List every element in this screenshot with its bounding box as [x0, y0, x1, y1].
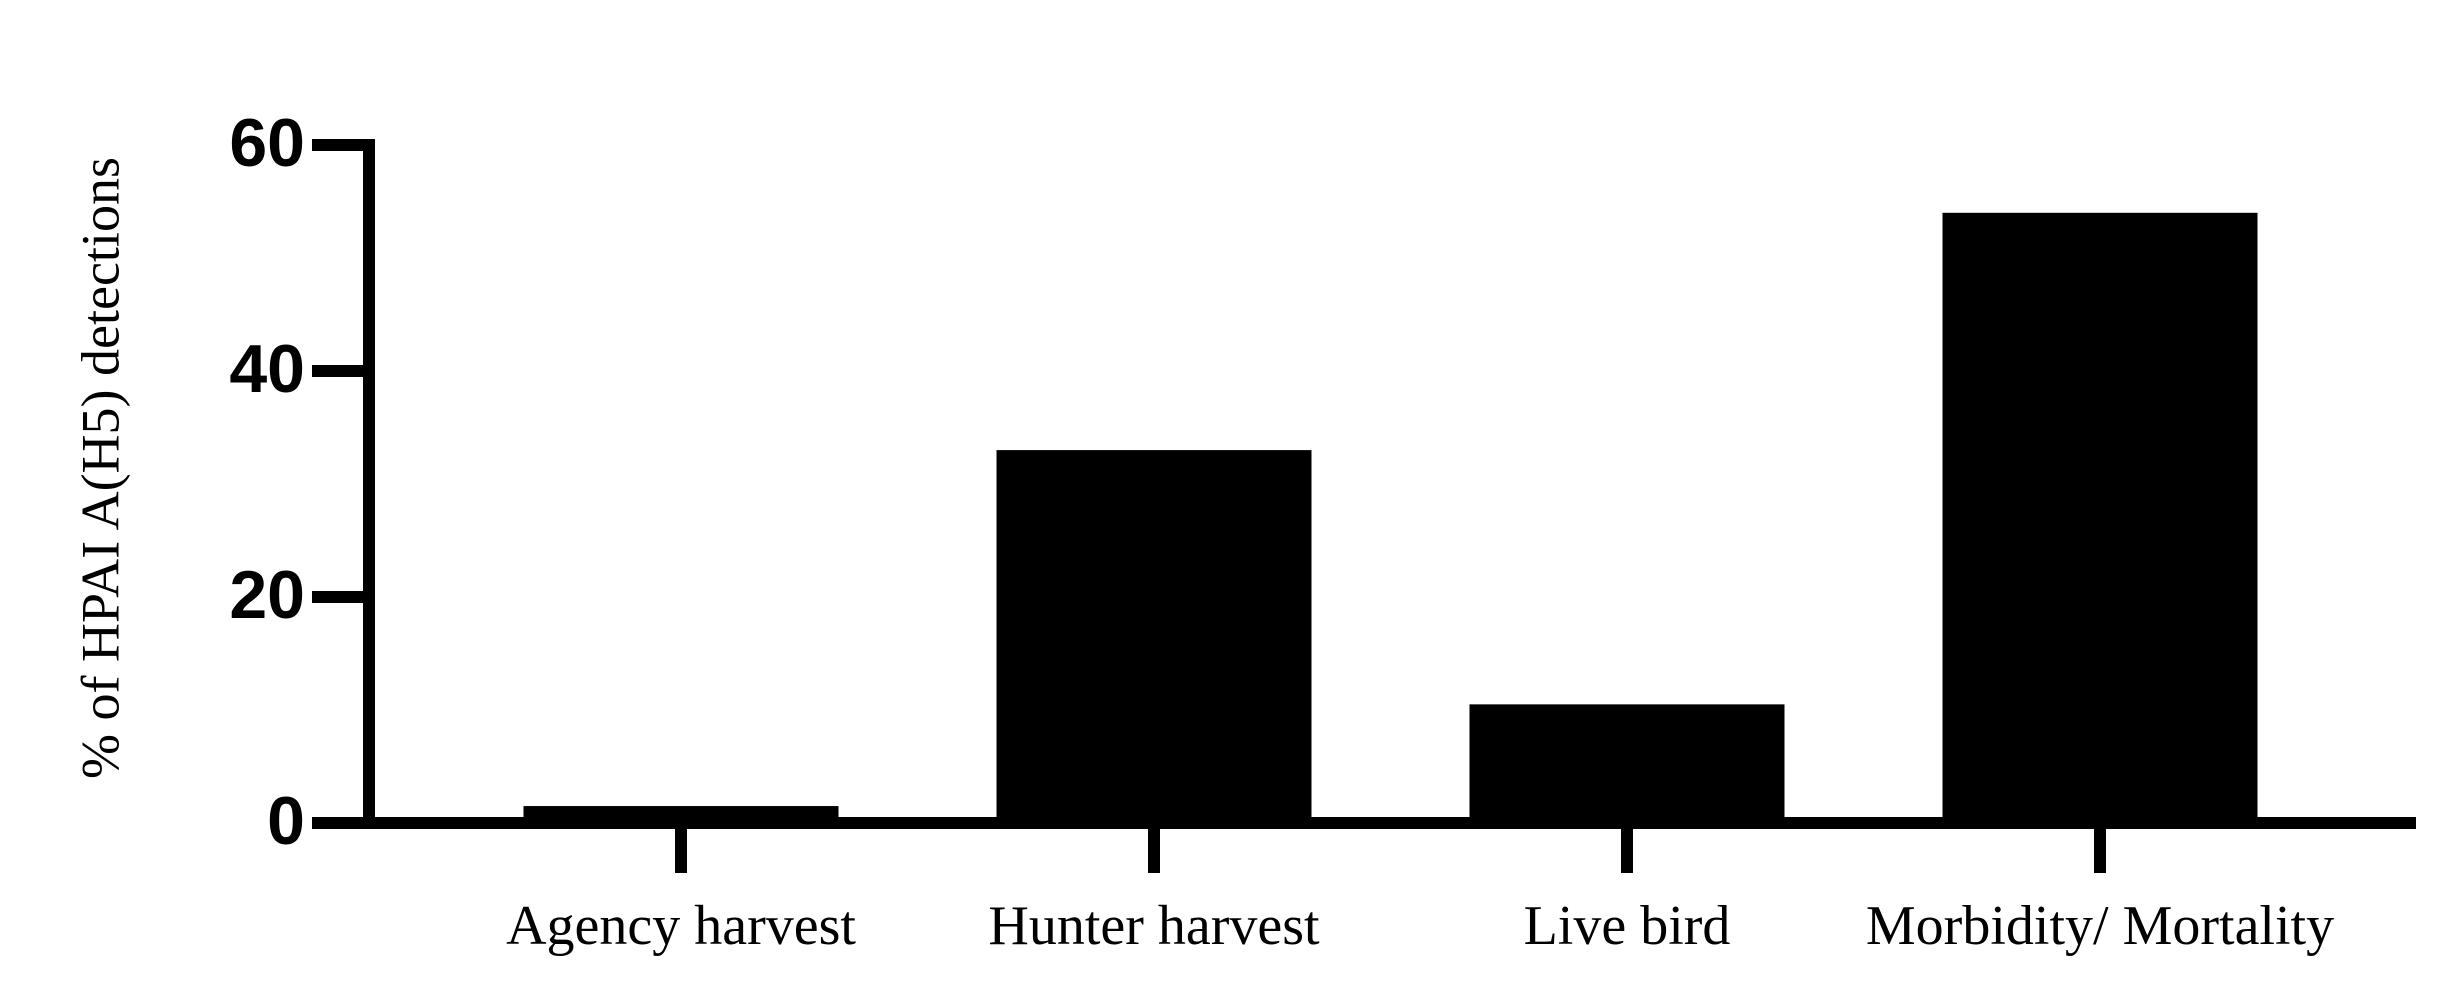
x-tick-label: Agency harvest	[506, 895, 856, 957]
bar	[1942, 212, 2258, 824]
bar	[996, 450, 1312, 823]
y-tick-label: 40	[229, 331, 305, 407]
y-tick-label: 20	[229, 557, 305, 633]
x-tick-label: Hunter harvest	[988, 895, 1320, 957]
y-tick-label: 60	[229, 105, 305, 181]
y-tick-label: 0	[267, 783, 305, 859]
x-tick-label: Live bird	[1524, 895, 1731, 957]
y-axis-label: % of HPAI A(H5) detections	[70, 157, 130, 779]
x-tick-label: Morbidity/ Mortality	[1866, 895, 2334, 957]
bar	[1469, 704, 1785, 823]
